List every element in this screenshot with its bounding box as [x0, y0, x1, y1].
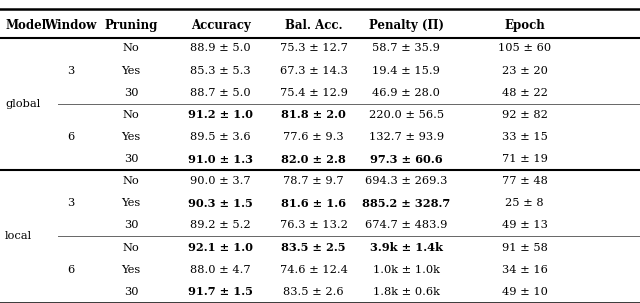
Text: 97.3 ± 60.6: 97.3 ± 60.6 — [370, 154, 443, 165]
Text: 89.2 ± 5.2: 89.2 ± 5.2 — [191, 220, 251, 231]
Text: 1.8k ± 0.6k: 1.8k ± 0.6k — [373, 287, 440, 297]
Text: 49 ± 10: 49 ± 10 — [502, 287, 548, 297]
Text: 76.3 ± 13.2: 76.3 ± 13.2 — [280, 220, 348, 231]
Text: 30: 30 — [124, 287, 138, 297]
Text: 75.4 ± 12.9: 75.4 ± 12.9 — [280, 88, 348, 98]
Text: 77 ± 48: 77 ± 48 — [502, 176, 548, 186]
Text: 34 ± 16: 34 ± 16 — [502, 265, 548, 275]
Text: 6: 6 — [67, 265, 74, 275]
Text: 71 ± 19: 71 ± 19 — [502, 154, 548, 164]
Text: 132.7 ± 93.9: 132.7 ± 93.9 — [369, 132, 444, 142]
Text: 1.0k ± 1.0k: 1.0k ± 1.0k — [373, 265, 440, 275]
Text: 82.0 ± 2.8: 82.0 ± 2.8 — [281, 154, 346, 165]
Text: 694.3 ± 269.3: 694.3 ± 269.3 — [365, 176, 447, 186]
Text: 6: 6 — [67, 132, 74, 142]
Text: 19.4 ± 15.9: 19.4 ± 15.9 — [372, 65, 440, 76]
Text: Window: Window — [44, 19, 97, 32]
Text: 83.5 ± 2.5: 83.5 ± 2.5 — [282, 242, 346, 253]
Text: Penalty (Π): Penalty (Π) — [369, 19, 444, 32]
Text: 30: 30 — [124, 220, 138, 231]
Text: 88.0 ± 4.7: 88.0 ± 4.7 — [191, 265, 251, 275]
Text: Epoch: Epoch — [504, 19, 545, 32]
Text: 92 ± 82: 92 ± 82 — [502, 110, 548, 120]
Text: 91.7 ± 1.5: 91.7 ± 1.5 — [188, 286, 253, 297]
Text: 91.2 ± 1.0: 91.2 ± 1.0 — [188, 109, 253, 120]
Text: Bal. Acc.: Bal. Acc. — [285, 19, 342, 32]
Text: Accuracy: Accuracy — [191, 19, 251, 32]
Text: 75.3 ± 12.7: 75.3 ± 12.7 — [280, 43, 348, 54]
Text: 78.7 ± 9.7: 78.7 ± 9.7 — [284, 176, 344, 186]
Text: 49 ± 13: 49 ± 13 — [502, 220, 548, 231]
Text: 67.3 ± 14.3: 67.3 ± 14.3 — [280, 65, 348, 76]
Text: 58.7 ± 35.9: 58.7 ± 35.9 — [372, 43, 440, 54]
Text: 885.2 ± 328.7: 885.2 ± 328.7 — [362, 198, 451, 209]
Text: No: No — [123, 43, 140, 54]
Text: local: local — [5, 231, 32, 241]
Text: 88.7 ± 5.0: 88.7 ± 5.0 — [191, 88, 251, 98]
Text: 89.5 ± 3.6: 89.5 ± 3.6 — [191, 132, 251, 142]
Text: global: global — [5, 99, 40, 109]
Text: Yes: Yes — [122, 265, 141, 275]
Text: 30: 30 — [124, 154, 138, 164]
Text: 48 ± 22: 48 ± 22 — [502, 88, 548, 98]
Text: 81.6 ± 1.6: 81.6 ± 1.6 — [281, 198, 346, 209]
Text: 74.6 ± 12.4: 74.6 ± 12.4 — [280, 265, 348, 275]
Text: 105 ± 60: 105 ± 60 — [498, 43, 552, 54]
Text: 3: 3 — [67, 65, 74, 76]
Text: 90.3 ± 1.5: 90.3 ± 1.5 — [188, 198, 253, 209]
Text: 88.9 ± 5.0: 88.9 ± 5.0 — [191, 43, 251, 54]
Text: 3: 3 — [67, 198, 74, 208]
Text: 674.7 ± 483.9: 674.7 ± 483.9 — [365, 220, 447, 231]
Text: 81.8 ± 2.0: 81.8 ± 2.0 — [281, 109, 346, 120]
Text: 25 ± 8: 25 ± 8 — [506, 198, 544, 208]
Text: Yes: Yes — [122, 132, 141, 142]
Text: 77.6 ± 9.3: 77.6 ± 9.3 — [284, 132, 344, 142]
Text: 220.0 ± 56.5: 220.0 ± 56.5 — [369, 110, 444, 120]
Text: No: No — [123, 176, 140, 186]
Text: No: No — [123, 242, 140, 253]
Text: 91.0 ± 1.3: 91.0 ± 1.3 — [188, 154, 253, 165]
Text: 91 ± 58: 91 ± 58 — [502, 242, 548, 253]
Text: 46.9 ± 28.0: 46.9 ± 28.0 — [372, 88, 440, 98]
Text: 33 ± 15: 33 ± 15 — [502, 132, 548, 142]
Text: 90.0 ± 3.7: 90.0 ± 3.7 — [191, 176, 251, 186]
Text: Pruning: Pruning — [104, 19, 158, 32]
Text: Yes: Yes — [122, 65, 141, 76]
Text: 85.3 ± 5.3: 85.3 ± 5.3 — [191, 65, 251, 76]
Text: 23 ± 20: 23 ± 20 — [502, 65, 548, 76]
Text: 3.9k ± 1.4k: 3.9k ± 1.4k — [370, 242, 443, 253]
Text: 83.5 ± 2.6: 83.5 ± 2.6 — [284, 287, 344, 297]
Text: 30: 30 — [124, 88, 138, 98]
Text: No: No — [123, 110, 140, 120]
Text: Yes: Yes — [122, 198, 141, 208]
Text: Model: Model — [5, 19, 46, 32]
Text: 92.1 ± 1.0: 92.1 ± 1.0 — [188, 242, 253, 253]
